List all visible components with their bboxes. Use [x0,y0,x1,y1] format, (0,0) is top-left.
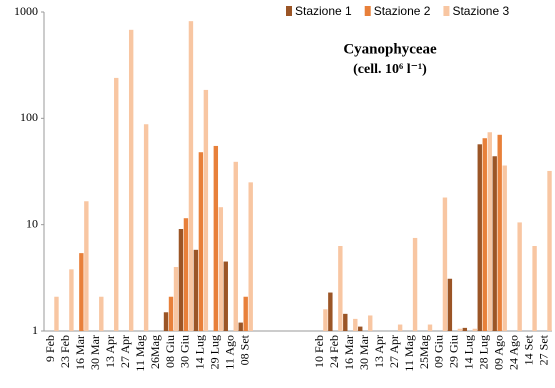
chart-title: Cyanophyceae [343,41,437,57]
x-tick-label: 14 Lug [193,335,207,369]
bar [79,253,84,331]
legend-swatch [286,6,292,16]
bar [358,326,363,331]
x-tick-label: 30 Mar [88,335,102,370]
bar [238,322,243,331]
chart-subtitle: (cell. 10⁶ l⁻¹) [353,62,427,77]
x-tick-label: 08 Set [237,334,251,365]
y-tick-label: 10 [26,216,38,230]
bar [198,152,204,331]
bar [84,201,89,331]
bar [178,229,184,331]
bar [343,313,348,331]
x-tick-label: 16 Mar [73,335,87,370]
bar [532,246,537,331]
y-tick-label: 1000 [14,4,38,18]
bar [213,145,219,331]
x-tick-label: 13 Apr [372,335,386,368]
bar [193,249,199,331]
x-tick-label: 23 Feb [58,335,72,368]
bar [482,138,487,331]
bar [203,89,209,331]
bar [163,312,169,331]
bar [338,246,343,331]
bar [218,207,224,331]
bar [243,296,248,331]
x-tick-label: 08 Giu [163,335,177,368]
bar [128,29,134,332]
x-tick-label: 29 Giu [447,335,461,368]
bar [412,237,418,331]
bar [143,124,149,331]
bar [547,170,552,331]
legend-swatch [364,6,371,16]
legend-swatch [443,6,450,16]
x-tick-label: 24 Ago [506,335,520,370]
x-tick-label: 30 Giu [178,335,192,368]
bar [99,296,104,331]
bar [427,324,433,331]
bar [328,292,333,331]
bar [502,165,507,331]
bar [168,296,174,331]
x-tick-label: 30 Mar [357,335,371,370]
bar [497,134,502,331]
x-tick-label: 27 Apr [387,335,401,368]
bar [323,309,328,331]
bar [368,315,373,331]
bar [472,328,478,331]
x-tick-label: 27 Set [536,334,550,365]
bar [183,218,189,331]
legend-label: Stazione 2 [374,4,431,18]
x-tick-label: 27 Apr [118,335,132,368]
x-tick-label: 9 Feb [43,335,57,362]
bar [114,77,119,331]
legend-label: Stazione 3 [452,4,509,18]
y-tick-label: 1 [32,323,38,337]
bar [457,328,463,331]
bar [223,261,228,331]
x-tick-label: 25Mag [417,335,431,369]
bar [233,161,238,331]
x-tick-label: 11 Ago [223,335,237,370]
x-tick-label: 09 Ago [491,335,505,370]
bar [69,269,74,331]
bar [188,21,194,332]
x-tick-label: 14 Set [521,334,535,365]
bar [353,318,358,331]
bar [492,156,497,331]
bar [173,266,179,331]
bar [477,144,482,331]
x-tick-label: 28 Lug [477,335,491,369]
x-tick-label: 09 Giu [432,335,446,368]
bar [397,324,403,331]
y-tick-label: 100 [20,110,38,124]
x-tick-label: 24 Feb [327,335,341,368]
bar [442,197,448,331]
x-tick-label: 26Mag [148,335,162,369]
legend-label: Stazione 1 [295,4,352,18]
x-tick-label: 14 Lug [462,335,476,369]
x-tick-label: 16 Mar [342,335,356,370]
x-tick-label: 10 Feb [312,335,326,368]
bar [248,182,253,331]
bar [54,296,59,331]
x-tick-label: 11 Mag [402,335,416,372]
bar [462,327,468,331]
x-tick-label: 13 Apr [103,335,117,368]
bar [517,222,522,331]
x-tick-label: 29 Lug [208,335,222,369]
x-tick-label: 11 Mag [133,335,147,372]
bar [487,132,492,331]
bar [447,278,453,331]
